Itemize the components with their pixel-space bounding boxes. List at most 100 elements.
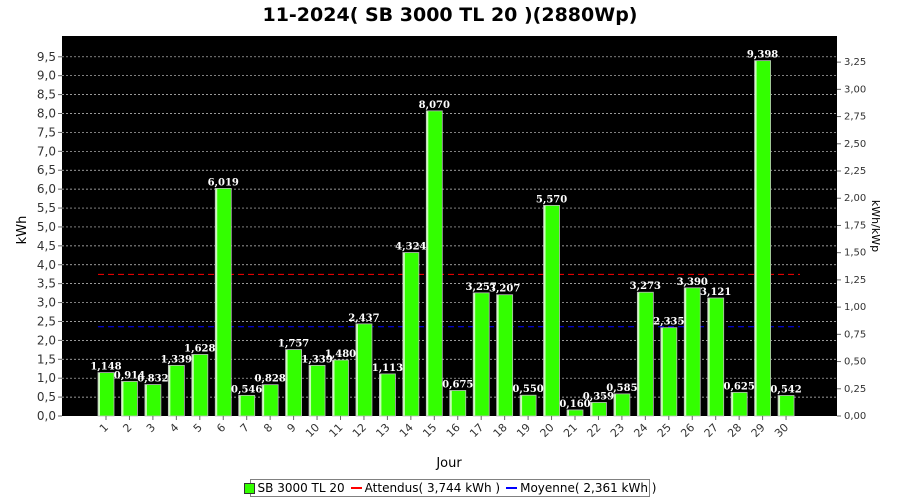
y-axis-left: 0,0 0,5 1,0 1,5 2,0 2,5 3,0 3,5 4,0 4,5 5,0 5,5 6,0 6… xyxy=(37,50,62,423)
x-tick-label: 19 xyxy=(514,421,533,440)
bar-highlight xyxy=(168,365,171,416)
data-label: 2,437 xyxy=(348,313,379,324)
legend-item-production: SB 3000 TL 20 xyxy=(243,481,345,495)
bar-highlight xyxy=(543,205,546,416)
bar-highlight xyxy=(121,381,124,416)
y2-tick-label: 0,25 xyxy=(844,384,866,395)
bar-highlight xyxy=(754,60,757,416)
bar xyxy=(613,393,630,416)
y-tick-label: 2,0 xyxy=(37,333,56,347)
data-label: 0,832 xyxy=(137,374,168,385)
data-label: 6,019 xyxy=(208,177,239,188)
data-label: 1,339 xyxy=(301,354,332,365)
x-tick-label: 3 xyxy=(144,421,158,435)
bars xyxy=(97,60,795,417)
y-tick-label: 3,0 xyxy=(37,296,56,310)
x-tick-label: 4 xyxy=(167,421,181,435)
bar xyxy=(707,297,724,416)
bar xyxy=(191,354,208,416)
bar xyxy=(262,384,279,416)
x-tick-label: 1 xyxy=(97,421,111,435)
bar-highlight xyxy=(379,373,382,416)
bar-highlight xyxy=(402,252,405,416)
bar xyxy=(496,294,513,416)
x-tick-label: 2 xyxy=(120,421,134,435)
y2-tick-label: 1,50 xyxy=(844,248,866,259)
x-tick-label: 23 xyxy=(608,421,627,440)
y-axis-title: kWh xyxy=(15,216,30,245)
bar xyxy=(238,395,255,416)
bar-highlight xyxy=(191,354,194,416)
bar-highlight xyxy=(144,384,147,416)
data-label: 0,625 xyxy=(723,381,754,392)
y-tick-label: 1,5 xyxy=(37,352,56,366)
data-labels: 1,1480,9140,8321,3391,6286,0190,5460,828… xyxy=(90,50,801,410)
legend-label-production: SB 3000 TL 20 xyxy=(257,481,345,495)
x-tick-label: 8 xyxy=(261,421,275,435)
bar xyxy=(121,381,138,416)
bar xyxy=(379,373,396,416)
x-tick-label: 13 xyxy=(373,421,392,440)
data-label: 1,113 xyxy=(372,363,403,374)
y2-tick-label: 1,75 xyxy=(844,220,866,231)
data-label: 1,148 xyxy=(90,362,121,373)
y2-tick-label: 2,00 xyxy=(844,193,866,204)
y2-tick-label: 1,00 xyxy=(844,302,866,313)
y-tick-label: 3,5 xyxy=(37,277,56,291)
y-tick-label: 9,5 xyxy=(37,50,56,64)
y-tick-label: 4,5 xyxy=(37,239,56,253)
data-label: 0,828 xyxy=(254,374,285,385)
bar-highlight xyxy=(98,372,100,416)
x-tick-label: 7 xyxy=(238,421,252,435)
bar xyxy=(520,395,537,416)
data-label: 0,675 xyxy=(442,379,473,390)
data-label: 0,359 xyxy=(583,391,614,402)
x-tick-label: 27 xyxy=(702,421,721,440)
bar xyxy=(684,287,701,416)
bar-highlight xyxy=(684,287,687,416)
y2-tick-label: 2,25 xyxy=(844,166,866,177)
x-tick-label: 10 xyxy=(303,421,322,440)
bar xyxy=(778,395,795,416)
bar-highlight xyxy=(355,323,358,416)
bar-highlight xyxy=(473,292,476,416)
x-tick-label: 29 xyxy=(749,421,768,440)
y2-tick-label: 0,75 xyxy=(844,329,866,340)
x-axis-title: Jour xyxy=(435,456,462,471)
bar xyxy=(637,292,654,416)
y-tick-label: 0,0 xyxy=(37,409,56,423)
bar xyxy=(543,205,560,416)
x-tick-label: 15 xyxy=(420,421,439,440)
bar xyxy=(215,188,232,416)
x-tick-label: 9 xyxy=(285,421,299,435)
data-label: 0,585 xyxy=(606,383,637,394)
data-label: 9,398 xyxy=(747,50,778,61)
bar-highlight xyxy=(707,297,710,416)
bar-highlight xyxy=(496,294,499,416)
bar-highlight xyxy=(731,392,734,416)
bar xyxy=(285,349,302,416)
data-label: 2,335 xyxy=(653,317,684,328)
y2-tick-label: 0,50 xyxy=(844,357,866,368)
bar-highlight xyxy=(520,395,523,416)
y-tick-label: 4,0 xyxy=(37,258,56,272)
x-axis: 1 2 3 4 5 6 7 8 9 10 11 12 13 14 15 16 17 18 19 20 21 22 23 24 2… xyxy=(97,416,791,440)
data-label: 0,550 xyxy=(512,384,543,395)
y-tick-label: 2,5 xyxy=(37,314,56,328)
bar xyxy=(754,60,771,416)
bar-highlight xyxy=(637,292,640,416)
x-tick-label: 26 xyxy=(678,421,697,440)
x-tick-label: 6 xyxy=(214,421,228,435)
data-label: 3,121 xyxy=(700,287,731,298)
x-tick-label: 12 xyxy=(350,421,369,440)
y2-tick-label: 2,75 xyxy=(844,112,866,123)
bar-highlight xyxy=(590,402,593,416)
x-tick-label: 25 xyxy=(655,421,674,440)
bar-highlight xyxy=(449,390,452,416)
data-label: 0,542 xyxy=(770,385,801,396)
data-label: 0,914 xyxy=(114,370,145,381)
x-tick-label: 11 xyxy=(327,421,346,440)
bar xyxy=(426,110,443,417)
y-tick-label: 8,0 xyxy=(37,107,56,121)
y2-tick-label: 3,00 xyxy=(844,84,866,95)
